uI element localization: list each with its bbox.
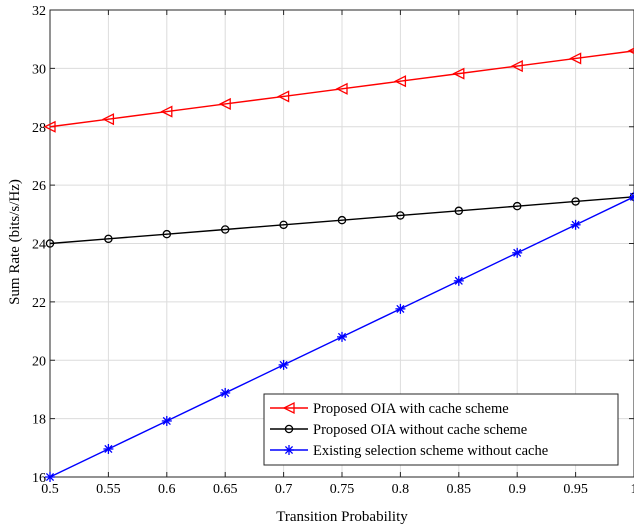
data-point	[571, 220, 581, 230]
x-tick-label: 0.85	[447, 482, 472, 497]
data-point	[337, 332, 347, 342]
y-tick-label: 20	[32, 354, 46, 369]
data-point	[284, 445, 294, 455]
y-tick-label: 22	[32, 296, 46, 311]
x-tick-label: 1	[631, 482, 634, 497]
x-tick-label: 0.9	[508, 482, 526, 497]
x-tick-label: 0.8	[392, 482, 410, 497]
data-point	[45, 472, 55, 482]
x-tick-label: 0.6	[158, 482, 176, 497]
y-tick-label: 26	[32, 179, 46, 194]
data-point	[512, 248, 522, 258]
data-point	[162, 416, 172, 426]
y-tick-label: 32	[32, 4, 46, 19]
legend: Proposed OIA with cache scheme Proposed O…	[264, 394, 618, 465]
y-tick-label: 16	[32, 471, 46, 486]
y-tick-label: 24	[32, 238, 46, 253]
y-tick-label: 18	[32, 413, 46, 428]
y-axis-title: Sum Rate (bits/s/Hz)	[7, 179, 23, 305]
data-point	[220, 388, 230, 398]
y-tick-label: 30	[32, 62, 46, 77]
data-point	[279, 360, 289, 370]
legend-label: Proposed OIA with cache scheme	[313, 401, 509, 417]
y-tick-label: 28	[32, 121, 46, 136]
data-point	[103, 444, 113, 454]
x-tick-label: 0.65	[213, 482, 238, 497]
x-tick-label: 0.95	[563, 482, 588, 497]
legend-label: Proposed OIA without cache scheme	[313, 422, 527, 438]
x-tick-label: 0.7	[275, 482, 293, 497]
x-tick-label: 0.75	[330, 482, 355, 497]
x-tick-label: 0.55	[96, 482, 121, 497]
legend-label: Existing selection scheme without cache	[313, 443, 548, 459]
data-point	[454, 276, 464, 286]
data-point	[395, 304, 405, 314]
x-axis-title: Transition Probability	[276, 509, 408, 525]
